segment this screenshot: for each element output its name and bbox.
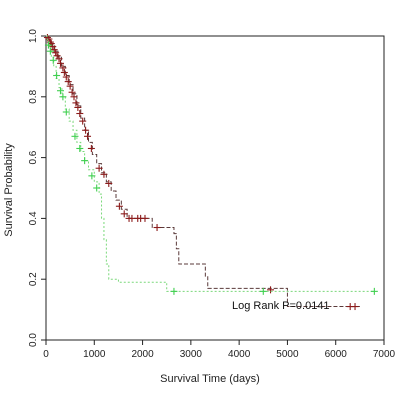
- dark-series-censor-mark: [52, 49, 60, 57]
- light-series-line: [46, 35, 375, 292]
- dark-series-censor-mark: [79, 117, 87, 125]
- x-ticks-group: 0 1000 2000 3000 4000 5000 6000 7000: [43, 340, 396, 360]
- x-tick-label: 0: [43, 349, 49, 360]
- light-series-censor-mark: [88, 172, 96, 180]
- light-series-censor-mark: [81, 157, 89, 165]
- dark-series-censor-mark: [100, 170, 108, 178]
- light-series-censor-mark: [259, 287, 267, 295]
- dark-series-censor-mark: [95, 164, 103, 172]
- x-tick-label: 1000: [83, 349, 106, 360]
- light-series-censor-mark: [56, 87, 64, 95]
- x-tick-label: 7000: [373, 349, 396, 360]
- light-series-censor-mark: [44, 41, 52, 49]
- y-tick-label: 0.0: [28, 333, 39, 347]
- dark-series-censor-mark: [64, 78, 72, 86]
- log-rank-annotation: Log Rank P=0.0141: [232, 300, 330, 312]
- x-tick-label: 6000: [325, 349, 348, 360]
- x-axis-title: Survival Time (days): [160, 373, 260, 385]
- light-series-censor-mark: [71, 132, 79, 140]
- y-tick-label: 0.8: [28, 89, 39, 103]
- y-ticks-group: 0.0 0.2 0.4 0.6 0.8 1.0: [28, 29, 46, 347]
- dark-series-censor-mark: [72, 99, 80, 107]
- dark-series-censor-mark: [74, 103, 82, 111]
- dark-series-censor-mark: [105, 179, 113, 187]
- light-series-censor-mark: [53, 72, 61, 80]
- dark-series-line: [46, 35, 360, 308]
- light-series-censor-mark: [62, 108, 70, 116]
- dark-series-censor-mark: [115, 202, 123, 210]
- dark-series-censor-mark: [62, 73, 70, 81]
- dark-series-censor-mark: [49, 43, 57, 51]
- dark-series-censor-mark: [84, 132, 92, 140]
- dark-series-censor-mark: [120, 210, 128, 218]
- light-series-censor-mark: [93, 184, 101, 192]
- light-series-censor-mark: [49, 56, 57, 64]
- x-tick-label: 3000: [180, 349, 203, 360]
- y-axis-title: Survival Probability: [3, 143, 15, 237]
- dark-series-censor-mark: [45, 35, 53, 43]
- dark-series-censor-mark: [56, 59, 64, 67]
- y-tick-label: 0.6: [28, 150, 39, 164]
- dark-series-censor-mark: [141, 214, 149, 222]
- dark-series-censor-mark: [70, 93, 78, 101]
- plot-frame-group: [45, 35, 385, 341]
- x-tick-label: 5000: [276, 349, 299, 360]
- dark-series-censor-mark: [267, 286, 275, 294]
- x-tick-label: 4000: [228, 349, 251, 360]
- dark-series-censor-mark: [82, 126, 90, 134]
- light-series-censor-mark: [59, 93, 67, 101]
- light-series-censor-mark: [46, 47, 54, 55]
- dark-series-censor-mark: [351, 303, 359, 311]
- dark-series-censor-mark: [60, 68, 68, 76]
- dark-series-censor-mark: [76, 110, 84, 118]
- dark-series-censor-mark: [68, 88, 76, 96]
- dark-series-censor-mark: [153, 224, 161, 232]
- dark-series-censor-mark: [47, 40, 55, 48]
- x-tick-label: 2000: [131, 349, 154, 360]
- dark-series-censor-mark: [55, 55, 63, 63]
- dark-series-censor-mark: [87, 144, 95, 152]
- light-series-censor-mark: [170, 287, 178, 295]
- series-group: [43, 34, 378, 311]
- y-tick-label: 0.2: [28, 272, 39, 286]
- dark-series-censor-mark: [59, 64, 67, 72]
- y-tick-label: 1.0: [28, 29, 39, 43]
- dark-series-censor-mark: [50, 46, 58, 54]
- light-series-censor-mark: [76, 144, 84, 152]
- light-series-censor-mark: [370, 287, 378, 295]
- y-tick-label: 0.4: [28, 211, 39, 225]
- plot-frame: [45, 35, 385, 341]
- dark-series-censor-mark: [66, 82, 74, 90]
